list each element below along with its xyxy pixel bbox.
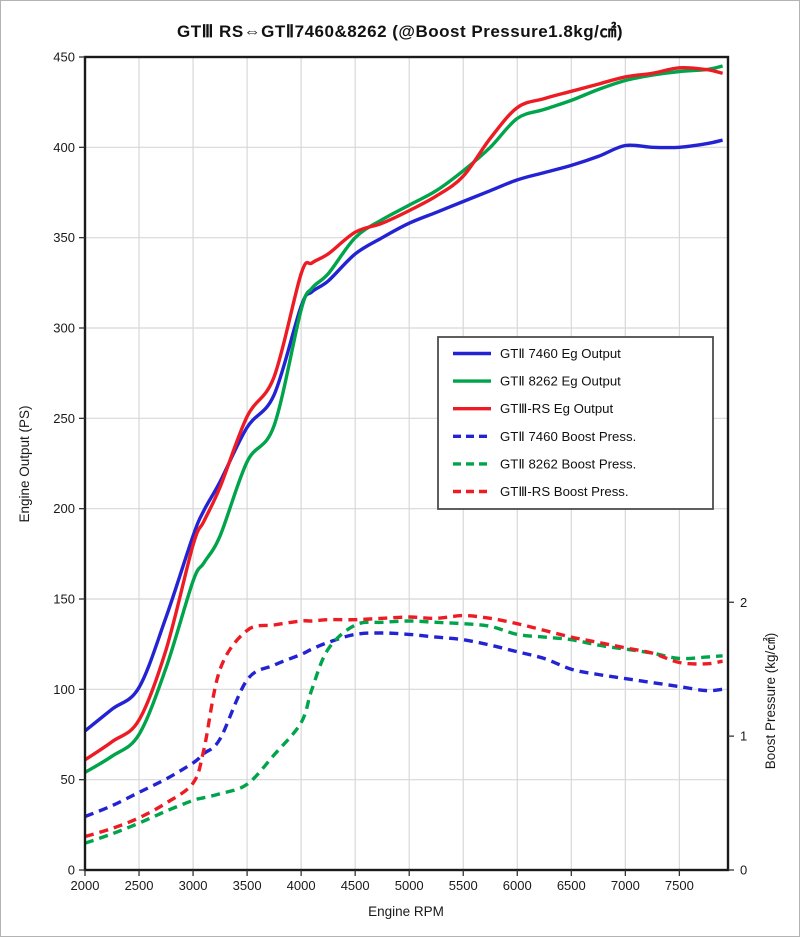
y-left-tick-label: 150 xyxy=(53,592,75,607)
x-tick-label: 7000 xyxy=(611,878,640,893)
x-tick-label: 4000 xyxy=(287,878,316,893)
y-left-tick-label: 300 xyxy=(53,321,75,336)
x-axis-title: Engine RPM xyxy=(368,904,444,919)
y-left-tick-label: 250 xyxy=(53,411,75,426)
y-left-tick-label: 50 xyxy=(61,772,75,787)
legend-box xyxy=(437,336,714,510)
legend-label-gt-rs-eg-output: GTⅢ-RS Eg Output xyxy=(500,401,613,416)
curve-gt-8262-boost-press xyxy=(84,619,723,845)
curve-gt-rs-boost-press xyxy=(84,613,723,839)
x-tick-label: 4500 xyxy=(341,878,370,893)
y-right-tick-label: 0 xyxy=(740,863,747,878)
legend-label-gt-7460-eg-output: GTⅡ 7460 Eg Output xyxy=(500,346,621,361)
x-tick-label: 7500 xyxy=(665,878,694,893)
y-left-axis-title: Engine Output (PS) xyxy=(17,405,32,522)
x-tick-label: 6000 xyxy=(503,878,532,893)
x-tick-label: 3500 xyxy=(233,878,262,893)
y-right-tick-label: 2 xyxy=(740,595,747,610)
legend-label-gt-8262-eg-output: GTⅡ 8262 Eg Output xyxy=(500,374,621,389)
y-left-tick-label: 350 xyxy=(53,230,75,245)
y-right-axis-title: Boost Pressure (kg/㎠) xyxy=(763,633,778,770)
y-right-tick-label: 1 xyxy=(740,729,747,744)
curve-gt-7460-boost-press xyxy=(84,631,723,819)
legend-label-gt-rs-boost-press: GTⅢ-RS Boost Press. xyxy=(500,484,629,499)
y-left-tick-label: 450 xyxy=(53,50,75,65)
x-tick-label: 5000 xyxy=(395,878,424,893)
legend-label-gt-7460-boost-press: GTⅡ 7460 Boost Press. xyxy=(500,429,636,444)
curve-gt-rs-eg-output xyxy=(84,65,724,762)
y-left-tick-label: 100 xyxy=(53,682,75,697)
x-tick-label: 6500 xyxy=(557,878,586,893)
y-left-tick-label: 0 xyxy=(68,863,75,878)
x-tick-label: 2000 xyxy=(71,878,100,893)
legend-label-gt-8262-boost-press: GTⅡ 8262 Boost Press. xyxy=(500,456,636,471)
y-left-tick-label: 400 xyxy=(53,140,75,155)
x-tick-label: 5500 xyxy=(449,878,478,893)
x-tick-label: 3000 xyxy=(179,878,208,893)
chart-title: GTⅢ RS⇔GTⅡ7460&8262 (@Boost Pressure1.8k… xyxy=(176,22,624,41)
x-tick-label: 2500 xyxy=(125,878,154,893)
y-left-tick-label: 200 xyxy=(53,501,75,516)
plot-border xyxy=(83,55,730,872)
curve-gt-7460-eg-output xyxy=(83,138,723,733)
